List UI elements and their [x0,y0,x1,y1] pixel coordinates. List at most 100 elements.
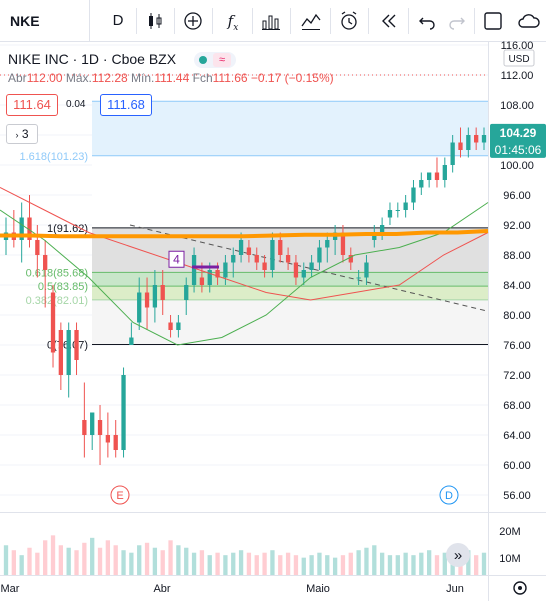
candle-body [293,262,299,278]
candle-body [278,240,283,255]
candle-body [168,322,173,330]
buy-button[interactable]: 111.68 [100,94,152,116]
volume-bar [82,542,87,575]
interval-button[interactable]: D [112,12,124,29]
price-tick-label: 60.00 [503,460,531,472]
candle-body [160,285,165,300]
candle-body [395,210,400,211]
low-value: 111.44 [154,71,190,85]
candle-body [113,435,118,450]
volume-bar [50,535,56,575]
volume-bar [199,550,205,575]
cloud-icon[interactable] [514,6,544,36]
fib-level-label: 0.5(83.85) [38,281,88,293]
open-label: Abr [8,71,27,85]
volume-bar [207,555,212,575]
delayed-data-icon: ≈ [213,53,231,67]
close-value: 111.66 [212,71,248,85]
fullscreen-icon[interactable] [478,6,508,36]
sell-button[interactable]: 111.64 [6,94,58,116]
volume-tick-label: 10M [499,553,520,565]
undo-icon[interactable] [412,6,442,36]
event-marker [110,485,130,505]
candle-body [309,262,314,270]
candles-icon[interactable] [140,6,170,36]
volume-bar [113,545,118,575]
candle-body [325,240,330,248]
price-tick-label: 108.00 [500,100,534,112]
indicators-toggle[interactable]: › 3 [6,124,38,144]
last-price-label: 104.29 [500,126,537,140]
candle-body [43,255,48,270]
volume-bar [35,552,40,575]
scroll-to-realtime-button[interactable] [446,543,470,567]
candle-body [90,412,95,435]
high-label: Máx. [65,71,92,85]
volume-bar [332,557,338,575]
fib-level-label: 0.382(82.01) [26,295,88,307]
add-compare-icon[interactable] [178,6,208,36]
volume-bar [325,555,330,575]
trend-tools-icon[interactable] [296,6,326,36]
alert-icon[interactable] [334,6,364,36]
volume-bar [137,545,142,575]
currency-label: USD [508,54,529,65]
symbol-search-button[interactable]: NKE [0,0,90,42]
candle-body [223,262,228,278]
volume-bar [176,545,181,575]
fib-zone-05-0382 [92,286,488,300]
price-tick-label: 68.00 [503,400,531,412]
candle-body [458,142,463,150]
candle-body [97,420,103,435]
volume-bar [144,542,150,575]
volume-bar [403,552,408,575]
volume-bar [191,552,197,575]
candle-body [364,262,369,278]
volume-bar [293,555,299,575]
indicators-icon[interactable]: fx [227,12,239,33]
legend-status-pill[interactable]: ≈ [194,52,236,68]
volume-bar [301,557,306,575]
candle-body [387,210,393,218]
trend-line [129,224,489,312]
volume-bar [481,552,487,575]
volume-bar [395,555,400,575]
volume-bar [43,540,48,575]
volume-bar [379,552,385,575]
legend-title: NIKE INC · 1D · Cboe BZX [8,51,176,67]
volume-bar [231,552,236,575]
templates-icon[interactable] [256,6,286,36]
candle-body [238,240,244,255]
volume-bar [97,547,103,575]
volume-bar [90,537,95,575]
price-tick-label: 96.00 [503,190,531,202]
time-tick-label: Mar [1,583,20,595]
fib-zone-0618-05 [92,272,488,287]
wave-label: 4 [173,252,180,266]
volume-bar [340,555,346,575]
candle-body [58,330,64,375]
volume-bar [223,555,228,575]
currency-badge [503,49,535,67]
market-open-icon [199,56,207,64]
candle-body [434,172,440,180]
ma-mid-line [0,187,489,301]
settings-gear-icon[interactable] [513,581,527,595]
volume-bar [262,552,267,575]
candle-body [129,337,134,345]
candle-body [199,277,205,285]
volume-bar [285,552,291,575]
price-tick-label: 88.00 [503,250,531,262]
price-tick-label: 64.00 [503,430,531,442]
close-label: Fch [192,71,213,85]
sma-long-line [0,229,489,239]
candle-body [379,225,385,233]
settings-gear-center [518,586,522,590]
fib-zone-0382-0 [92,299,488,345]
volume-bar [58,545,64,575]
replay-icon[interactable] [374,6,404,36]
volume-bar [419,552,424,575]
fib-zone-1618 [92,101,488,156]
redo-icon[interactable] [442,6,472,36]
